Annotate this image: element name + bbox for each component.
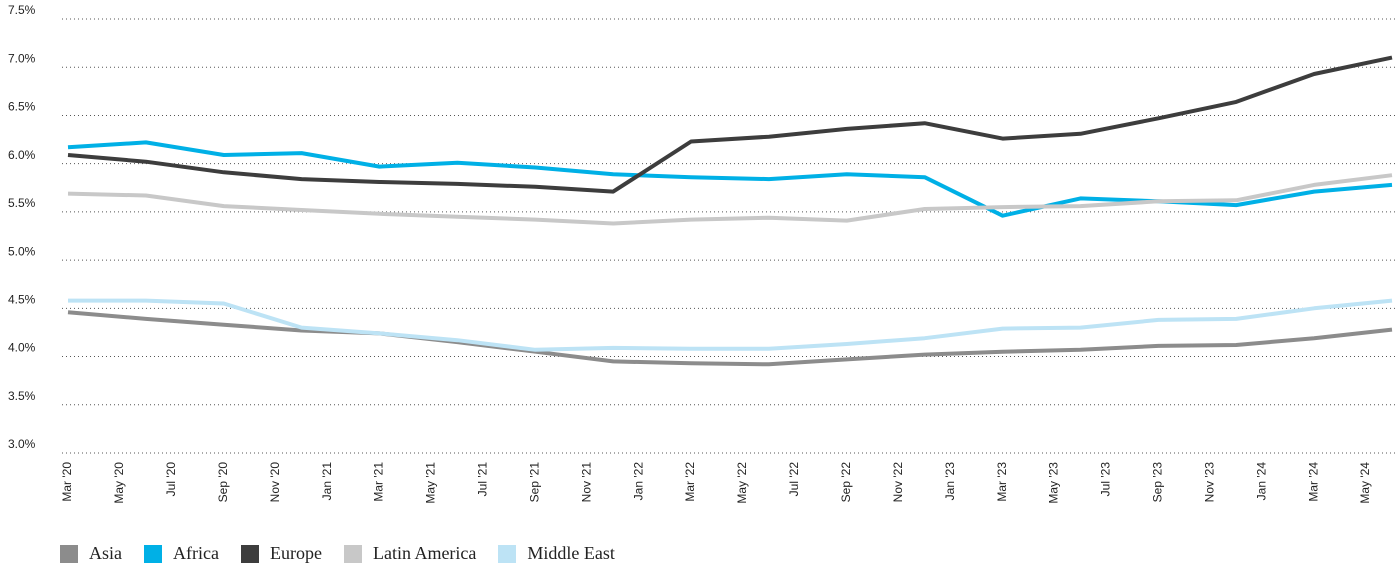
x-tick-label: Jul '22 <box>787 462 801 497</box>
series-line <box>67 140 1393 218</box>
x-tick-label: Sep '20 <box>216 462 230 503</box>
legend-label: Africa <box>173 543 219 563</box>
x-tick-label: Jul '20 <box>164 462 178 497</box>
x-tick-label: Nov '20 <box>268 462 282 503</box>
legend-swatch <box>498 544 517 563</box>
x-tick-label: Sep '22 <box>839 462 853 503</box>
x-tick-label: Sep '23 <box>1151 462 1165 503</box>
y-tick-label: 5.5% <box>8 196 36 210</box>
x-tick-label: Mar '22 <box>683 462 697 502</box>
x-tick-label: May '23 <box>1047 462 1061 504</box>
legend: Asia Africa Europe Latin America Middle East <box>60 543 615 564</box>
legend-item: Europe <box>240 543 322 564</box>
x-tick-label: Nov '21 <box>579 462 593 503</box>
legend-swatch <box>343 544 362 563</box>
legend-item: Latin America <box>343 543 477 564</box>
series-line <box>67 310 1393 367</box>
x-tick-label: Mar '21 <box>372 462 386 502</box>
x-tick-label: Jul '23 <box>1099 462 1113 497</box>
x-tick-label: Jan '24 <box>1254 462 1268 501</box>
x-tick-label: Jul '21 <box>476 462 490 497</box>
series-line <box>67 55 1393 194</box>
x-tick-label: Jan '23 <box>943 462 957 501</box>
y-tick-label: 7.5% <box>8 3 36 17</box>
legend-label: Middle East <box>527 543 615 563</box>
y-tick-label: 6.0% <box>8 148 36 162</box>
chart: 3.0% 3.5% 4.0% 4.5% 5.0% 5.5% 6.0% 6.5% 7.0% 7.5%… <box>8 3 1397 504</box>
series-line <box>67 173 1393 226</box>
x-tick-label: Jan '21 <box>320 462 334 501</box>
legend-swatch <box>144 544 162 563</box>
y-tick-label: 7.0% <box>8 51 36 65</box>
legend-swatch <box>240 544 259 563</box>
x-tick-label: Mar '20 <box>60 462 74 502</box>
y-tick-label: 3.5% <box>8 389 36 403</box>
y-tick-label: 5.0% <box>8 244 36 258</box>
x-tick-label: May '24 <box>1358 462 1372 504</box>
x-tick-label: Mar '24 <box>1306 462 1320 502</box>
y-tick-label: 4.5% <box>8 293 36 307</box>
legend-label: Latin America <box>372 543 477 563</box>
x-tick-label: Nov '23 <box>1202 462 1216 503</box>
legend-label: Asia <box>89 543 122 563</box>
y-tick-label: 3.0% <box>8 437 36 451</box>
x-tick-label: Jan '22 <box>631 462 645 501</box>
x-tick-label: Sep '21 <box>527 462 541 503</box>
x-tick-label: May '20 <box>112 462 126 504</box>
legend-swatch <box>60 544 78 563</box>
x-tick-label: Nov '22 <box>891 462 905 503</box>
y-tick-label: 6.5% <box>8 100 36 114</box>
y-tick-label: 4.0% <box>8 341 36 355</box>
legend-item: Africa <box>144 543 219 564</box>
legend-label: Europe <box>269 543 322 563</box>
legend-item: Middle East <box>498 543 615 564</box>
legend-item: Asia <box>60 543 122 564</box>
x-tick-label: May '21 <box>424 462 438 504</box>
series-line <box>68 298 1393 352</box>
x-tick-label: Mar '23 <box>995 462 1009 502</box>
x-tick-label: May '22 <box>735 462 749 504</box>
